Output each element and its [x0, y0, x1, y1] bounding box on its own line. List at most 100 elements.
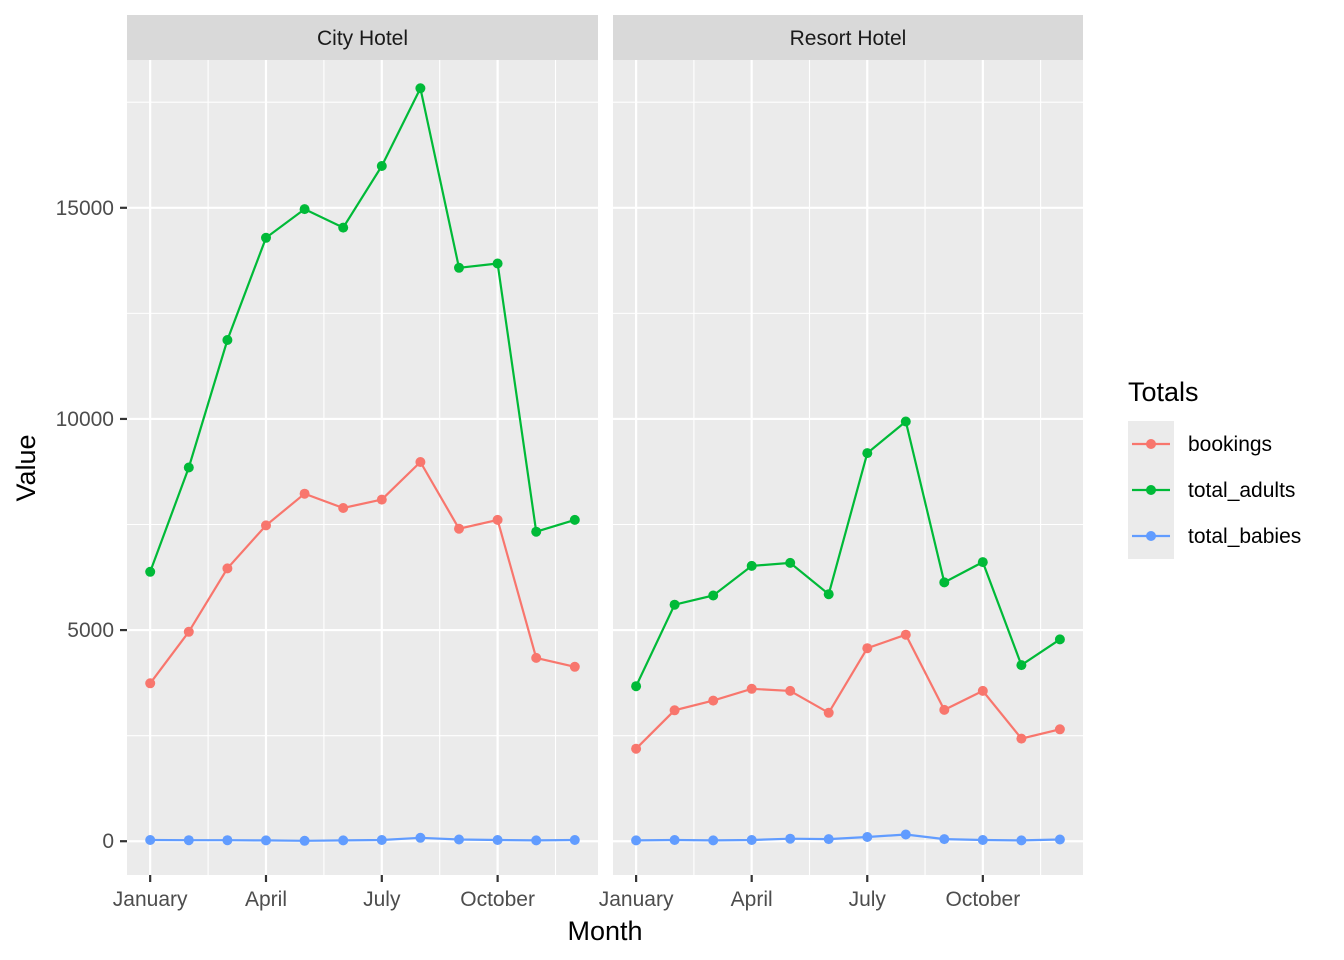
- facet-panel-resort-hotel: Resort Hotel January April July October: [599, 15, 1083, 911]
- point-bookings: [631, 743, 642, 754]
- point-total_babies: [862, 832, 873, 842]
- series-line-total_adults: [149, 84, 576, 573]
- legend-label-bookings: bookings: [1188, 433, 1272, 456]
- y-axis-title: Value: [11, 434, 41, 501]
- legend-key-point: [1146, 531, 1156, 541]
- point-total_babies: [823, 834, 834, 845]
- point-total_babies: [977, 835, 988, 845]
- x-tick-label: April: [245, 888, 287, 911]
- point-total_babies: [1054, 834, 1065, 845]
- point-total_babies: [376, 835, 387, 845]
- point-total_babies: [145, 835, 156, 845]
- legend-key-bookings: [1128, 421, 1174, 467]
- point-bookings: [376, 494, 387, 505]
- point-total_adults: [338, 222, 349, 233]
- point-total_babies: [222, 835, 233, 846]
- point-bookings: [299, 488, 310, 499]
- y-tick-label: 10000: [56, 408, 114, 431]
- point-total_babies: [1016, 835, 1027, 846]
- point-bookings: [454, 523, 464, 534]
- gridlines-resort-hotel: [613, 60, 1083, 875]
- point-total_adults: [900, 416, 911, 427]
- legend-key-point: [1146, 485, 1156, 495]
- point-total_babies: [454, 834, 464, 845]
- point-total_babies: [631, 835, 642, 846]
- point-bookings: [669, 705, 680, 716]
- x-tick-label: October: [460, 888, 535, 911]
- legend-label-total_adults: total_adults: [1188, 479, 1295, 502]
- point-total_babies: [261, 835, 271, 846]
- y-tick-label: 15000: [56, 197, 114, 220]
- point-bookings: [569, 661, 580, 672]
- point-bookings: [939, 704, 950, 715]
- point-total_adults: [1054, 634, 1065, 645]
- legend-title: Totals: [1128, 377, 1199, 407]
- series-line-total_babies: [150, 836, 575, 842]
- point-total_adults: [261, 232, 271, 243]
- point-total_babies: [299, 835, 310, 846]
- legend-key-total_adults: [1128, 467, 1174, 513]
- x-tick-label: April: [731, 888, 773, 911]
- series-resort-hotel: [631, 416, 1065, 846]
- facet-strip-city-hotel: [127, 15, 598, 60]
- facet-label-city-hotel: City Hotel: [317, 27, 408, 50]
- x-tick-label: October: [945, 888, 1020, 911]
- point-total_babies: [569, 835, 580, 845]
- point-total_adults: [145, 566, 156, 577]
- facet-strip-resort-hotel: [613, 15, 1083, 60]
- point-total_adults: [631, 681, 642, 692]
- point-total_adults: [669, 599, 680, 610]
- legend: Totals bookings total_adults total_babies: [1128, 377, 1301, 559]
- point-total_babies: [939, 834, 950, 845]
- point-total_babies: [746, 835, 757, 845]
- x-tick-label: January: [113, 888, 188, 911]
- point-bookings: [900, 629, 911, 640]
- point-bookings: [1016, 733, 1027, 744]
- x-tick-label: July: [363, 888, 401, 911]
- y-axis: 0 5000 10000 15000: [56, 197, 127, 853]
- legend-label-total_babies: total_babies: [1188, 525, 1301, 548]
- point-total_adults: [222, 335, 233, 345]
- point-bookings: [492, 514, 503, 525]
- point-total_adults: [939, 577, 950, 588]
- point-total_adults: [299, 204, 310, 215]
- point-total_adults: [376, 161, 387, 171]
- point-bookings: [415, 457, 426, 467]
- series-line-total_babies: [636, 833, 1060, 842]
- facet-panel-city-hotel: City Hotel January April July October: [113, 15, 598, 911]
- point-total_babies: [415, 832, 426, 843]
- point-bookings: [222, 563, 233, 574]
- point-bookings: [977, 685, 988, 696]
- point-total_babies: [531, 835, 542, 846]
- point-bookings: [862, 643, 873, 654]
- point-total_adults: [977, 557, 988, 568]
- point-total_adults: [785, 557, 796, 568]
- point-total_adults: [183, 462, 194, 473]
- x-axis-resort-hotel: January April July October: [599, 875, 1020, 911]
- point-total_adults: [823, 589, 834, 600]
- point-total_adults: [708, 590, 719, 601]
- x-axis-city-hotel: January April July October: [113, 875, 535, 911]
- series-city-hotel: [145, 83, 580, 846]
- point-total_babies: [338, 835, 349, 846]
- x-tick-label: January: [599, 888, 674, 911]
- point-bookings: [708, 695, 719, 706]
- point-total_adults: [569, 514, 580, 525]
- x-tick-label: July: [849, 888, 887, 911]
- plot-panel-resort-hotel: [613, 60, 1083, 875]
- point-total_babies: [669, 835, 680, 845]
- point-total_babies: [183, 835, 194, 846]
- facet-label-resort-hotel: Resort Hotel: [790, 27, 907, 50]
- point-total_babies: [785, 833, 796, 844]
- point-total_adults: [415, 83, 426, 94]
- series-line-bookings: [635, 633, 1061, 750]
- point-total_adults: [862, 448, 873, 459]
- point-total_babies: [708, 835, 719, 846]
- point-bookings: [1054, 724, 1065, 735]
- point-total_babies: [492, 835, 503, 845]
- point-bookings: [183, 626, 194, 637]
- point-bookings: [145, 678, 156, 689]
- point-total_babies: [900, 829, 911, 840]
- gridlines-city-hotel: [127, 60, 598, 875]
